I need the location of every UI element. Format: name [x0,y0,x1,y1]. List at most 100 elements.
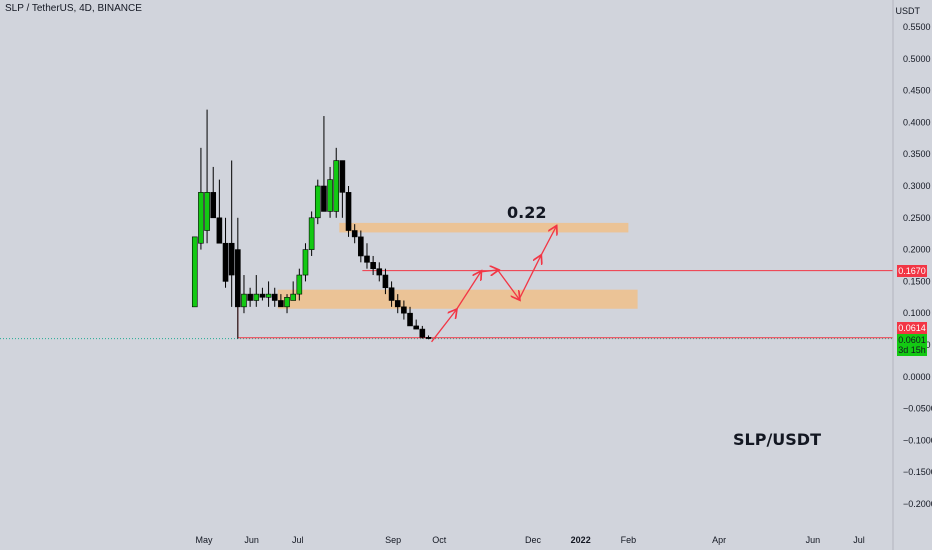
projection-arrow [540,227,556,257]
candle-body-up [253,293,260,301]
y-tick-label: −0.1000 [903,435,932,445]
candle [228,160,235,307]
candle-body-down [247,293,253,301]
current-price-tag: 0.0601 [897,334,927,346]
candle-body-up [327,179,333,212]
y-tick-label: 0.1000 [903,308,931,318]
candle [253,275,260,307]
candle-body-down [388,287,395,301]
x-tick-label: Dec [525,535,542,545]
candle-body-down [394,300,401,308]
candle [296,268,303,301]
candle-body-down [407,312,413,327]
candle-body-down [228,242,235,276]
target-price-label: 0.22 [507,203,547,222]
candle [235,217,241,339]
candle-body-down [271,293,278,301]
x-tick-label: Jul [853,535,865,545]
candle [265,281,272,307]
candle-body-up [265,293,272,298]
x-tick-label: May [195,535,213,545]
candle [345,186,352,237]
y-tick-label: −0.1500 [903,467,932,477]
candle-body-down [351,230,358,238]
candle-body-down [401,306,407,314]
candle-body-up [284,296,290,308]
candle-body-down [364,255,370,263]
candle [191,236,198,308]
time-axis[interactable]: May Jun Jul Sep Oct Dec 2022 Feb Apr Jun Jul [195,535,864,545]
candle-body-down [419,328,426,338]
candle [382,268,389,295]
y-tick-label: −0.0500 [903,404,932,414]
candle-body-down [278,300,284,308]
projection-arrow [480,270,498,272]
candle-body-down [413,325,419,330]
price-axis[interactable]: 0.5500 0.5000 0.4500 0.4000 0.3500 0.3000 0.25… [892,0,932,550]
candle [413,319,419,330]
projection-arrow [518,256,541,300]
y-tick-label: 0.5500 [903,22,931,32]
candle-body-up [191,236,198,308]
candle [204,109,210,244]
candle-body-up [302,249,309,276]
y-tick-label: 0.3000 [903,181,931,191]
candle-body-up [204,192,210,231]
y-tick-label: 0.2500 [903,213,931,223]
candle [376,262,383,282]
candle [339,160,346,218]
candle [210,166,217,219]
candle-body-up [333,160,340,212]
candle [321,116,327,212]
x-tick-label: Jun [806,535,821,545]
support-zone [277,289,638,309]
y-tick-label: 0.2000 [903,245,931,255]
candle [364,243,370,269]
candle [388,281,395,307]
candle [271,287,278,307]
candle-body-down [382,274,389,289]
projection-arrow [497,269,520,299]
x-tick-label: Feb [621,535,637,545]
x-tick-label: Jul [292,535,304,545]
candle [216,179,223,244]
candle-body-down [370,262,376,269]
y-tick-label: 0.1500 [903,276,931,286]
candle-body-up [241,293,247,308]
resistance-zone [339,222,629,233]
projection-arrow [431,310,457,343]
candle-body-up [198,192,204,244]
candle-body-down [210,192,217,219]
candle [222,217,229,288]
candle [394,294,401,314]
candle [302,243,309,282]
candle [278,294,284,308]
candle [358,230,364,263]
x-tick-label: Jun [244,535,259,545]
pair-label: SLP/USDT [733,430,821,449]
candle-layer [191,109,432,340]
symbol-title: SLP / TetherUS, 4D, BINANCE [5,3,142,14]
x-tick-label: 2022 [571,535,591,545]
y-tick-label: 0.0000 [903,372,931,382]
y-tick-label: 0.4000 [903,117,931,127]
candle [370,255,376,276]
candle [308,211,315,256]
candle [351,224,358,244]
candle-body-up [314,185,321,219]
x-tick-label: Oct [432,535,447,545]
y-tick-label: 0.3500 [903,149,931,159]
candle [290,281,296,301]
projection-arrow [455,272,481,311]
candle-body-down [216,217,223,244]
candle-body-up [296,274,303,295]
arrow-layer [431,227,557,343]
candle [425,335,432,340]
candle [401,300,407,320]
x-tick-label: Apr [712,535,726,545]
candle [314,179,321,225]
candle [419,325,426,339]
x-tick-label: Sep [385,535,401,545]
candle-body-down [259,293,266,298]
